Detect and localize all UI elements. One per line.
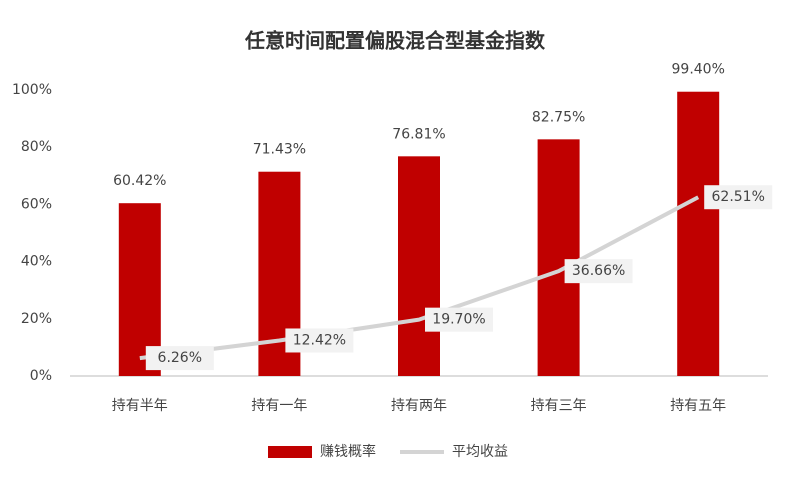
data-label: 82.75% xyxy=(532,109,585,125)
data-label: 71.43% xyxy=(253,142,306,158)
y-tick-label: 60% xyxy=(21,196,52,212)
x-tick-label: 持有一年 xyxy=(251,398,307,414)
y-tick-label: 80% xyxy=(21,139,52,155)
line xyxy=(139,195,700,361)
bar xyxy=(398,156,440,376)
data-label: 6.26% xyxy=(158,350,202,366)
y-tick-label: 40% xyxy=(21,254,52,270)
legend-label: 赚钱概率 xyxy=(320,443,376,460)
chart-title: 任意时间配置偏股混合型基金指数 xyxy=(244,29,546,53)
data-label: 19.70% xyxy=(432,312,485,328)
legend-label: 平均收益 xyxy=(452,444,508,460)
x-tick-label: 持有五年 xyxy=(670,398,726,414)
label-box xyxy=(145,346,214,371)
label-box xyxy=(564,259,633,284)
label-box xyxy=(704,185,773,210)
y-tick-label: 100% xyxy=(12,82,52,98)
label-box xyxy=(425,307,493,332)
bar xyxy=(677,91,720,376)
x-tick-label: 持有半年 xyxy=(112,398,168,414)
data-label: 62.51% xyxy=(712,189,765,205)
data-label: 36.66% xyxy=(572,263,625,279)
y-tick-label: 0% xyxy=(30,368,52,384)
x-tick-label: 持有两年 xyxy=(391,398,447,414)
label-box xyxy=(285,328,354,353)
x-tick-label: 持有三年 xyxy=(531,398,587,414)
legend-swatch xyxy=(268,446,312,458)
bar xyxy=(537,139,580,376)
y-tick-label: 20% xyxy=(21,311,52,327)
data-label: 76.81% xyxy=(392,126,445,142)
data-label: 60.42% xyxy=(113,173,166,189)
data-label: 99.40% xyxy=(672,62,725,78)
data-label: 12.42% xyxy=(293,332,346,348)
